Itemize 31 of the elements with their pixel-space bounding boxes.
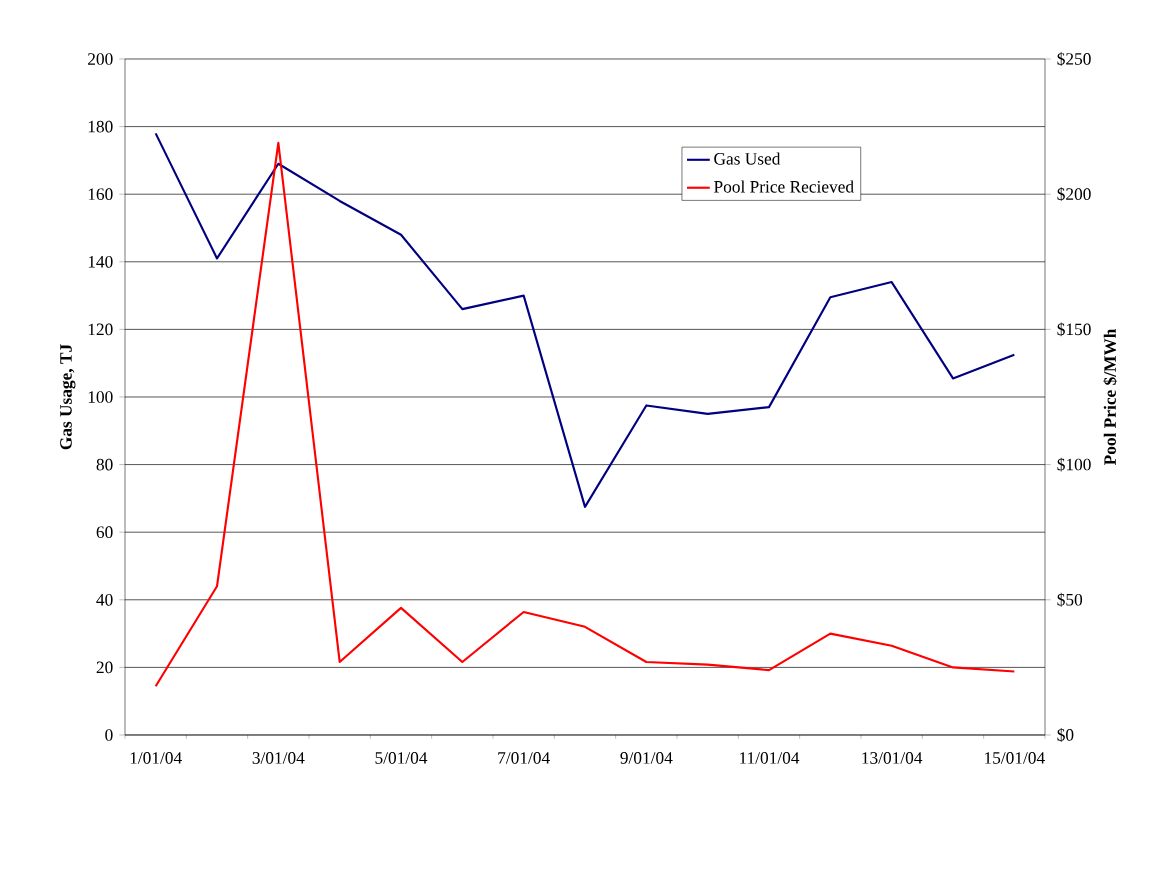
line-series [154, 141, 1016, 688]
y-tick-label: 40 [96, 593, 113, 606]
y-tick-label: 100 [88, 391, 113, 403]
x-tick-label: 1/01/04 [130, 752, 182, 764]
y-tick-label: 200 [88, 53, 113, 65]
y-tick-label: 20 [96, 661, 113, 674]
y-axis-title: Gas Usage, TJ [60, 344, 76, 450]
y2-tick-label: $0 [1057, 728, 1074, 742]
x-tick-label: 7/01/04 [498, 752, 550, 764]
y2-axis-title: Pool Price $/MWh [1103, 328, 1118, 466]
y2-tick-label: $50 [1057, 592, 1083, 607]
y2-tick-label: $200 [1057, 187, 1091, 202]
y-tick-label: 120 [88, 323, 113, 336]
x-tick-label: 15/01/04 [985, 752, 1045, 764]
legend-label: Pool Price Recieved [714, 180, 854, 193]
x-tick-label: 5/01/04 [375, 752, 428, 764]
y-tick-label: 0 [105, 729, 113, 741]
y2-tick-label: $250 [1057, 52, 1091, 66]
y-tick-label: 60 [96, 526, 113, 539]
y-tick-label: 80 [96, 458, 113, 471]
x-tick-label: 13/01/04 [862, 752, 923, 764]
y2-tick-label: $100 [1057, 457, 1091, 472]
x-tick-label: 11/01/04 [740, 752, 800, 764]
line-series [154, 132, 1016, 508]
y-tick-label: 140 [88, 255, 113, 268]
y-tick-label: 180 [88, 120, 113, 133]
y2-tick-label: $150 [1057, 322, 1091, 337]
x-tick-label: 9/01/04 [620, 752, 673, 764]
y-tick-label: 160 [88, 188, 113, 201]
x-tick-label: 3/01/04 [252, 752, 305, 764]
legend-label: Gas Used [714, 152, 781, 165]
